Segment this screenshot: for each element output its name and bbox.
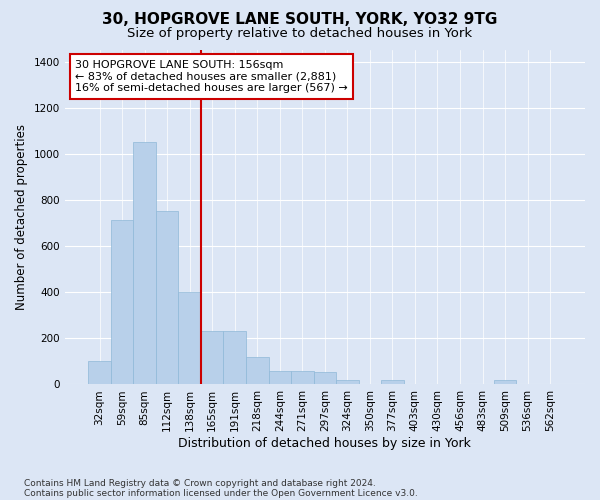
Bar — [223, 332, 246, 384]
Bar — [381, 380, 404, 384]
Bar — [336, 380, 359, 384]
Text: Size of property relative to detached houses in York: Size of property relative to detached ho… — [127, 28, 473, 40]
Bar — [269, 370, 291, 384]
Bar — [246, 357, 269, 384]
X-axis label: Distribution of detached houses by size in York: Distribution of detached houses by size … — [178, 437, 471, 450]
Bar — [88, 362, 111, 384]
Text: Contains public sector information licensed under the Open Government Licence v3: Contains public sector information licen… — [24, 488, 418, 498]
Bar — [201, 332, 223, 384]
Bar — [156, 212, 178, 384]
Bar — [494, 380, 516, 384]
Y-axis label: Number of detached properties: Number of detached properties — [15, 124, 28, 310]
Bar — [133, 142, 156, 384]
Bar — [314, 372, 336, 384]
Bar — [291, 370, 314, 384]
Text: 30 HOPGROVE LANE SOUTH: 156sqm
← 83% of detached houses are smaller (2,881)
16% : 30 HOPGROVE LANE SOUTH: 156sqm ← 83% of … — [75, 60, 348, 93]
Text: 30, HOPGROVE LANE SOUTH, YORK, YO32 9TG: 30, HOPGROVE LANE SOUTH, YORK, YO32 9TG — [103, 12, 497, 28]
Bar — [178, 292, 201, 384]
Bar — [111, 220, 133, 384]
Text: Contains HM Land Registry data © Crown copyright and database right 2024.: Contains HM Land Registry data © Crown c… — [24, 478, 376, 488]
